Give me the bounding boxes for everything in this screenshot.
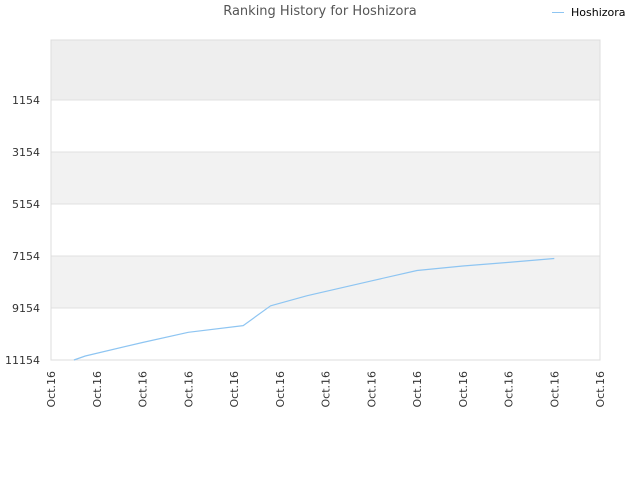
x-tick-label: Oct.16 [137,371,150,408]
plot-band [51,100,600,153]
x-tick-label: Oct.16 [594,371,607,408]
plot-band [51,308,600,360]
x-tick-label: Oct.16 [182,371,195,408]
plot-band [51,152,600,205]
x-tick-label: Oct.16 [365,371,378,408]
x-tick-label: Oct.16 [411,371,424,408]
plot-band [51,40,600,101]
x-tick-label: Oct.16 [457,371,470,408]
plot-border [50,39,601,361]
x-tick-label: Oct.16 [548,371,561,408]
legend-swatch [552,12,564,13]
x-tick-label: Oct.16 [91,371,104,408]
x-tick-label: Oct.16 [45,371,58,408]
y-tick-label: 11154 [5,354,40,367]
y-tick-label: 7154 [12,250,40,263]
y-tick-label: 9154 [12,302,40,315]
y-tick-label: 5154 [12,198,40,211]
plot-band [51,204,600,257]
x-tick-label: Oct.16 [320,371,333,408]
legend-label: Hoshizora [571,6,626,19]
chart-title: Ranking History for Hoshizora [223,4,417,19]
x-tick-label: Oct.16 [228,371,241,408]
y-tick-label: 3154 [12,146,40,159]
plot-band [51,256,600,309]
x-tick-label: Oct.16 [274,371,287,408]
legend: Hoshizora [552,6,626,19]
x-tick-label: Oct.16 [503,371,516,408]
series-line-hoshizora [73,257,555,361]
y-tick-label: 1154 [12,94,40,107]
